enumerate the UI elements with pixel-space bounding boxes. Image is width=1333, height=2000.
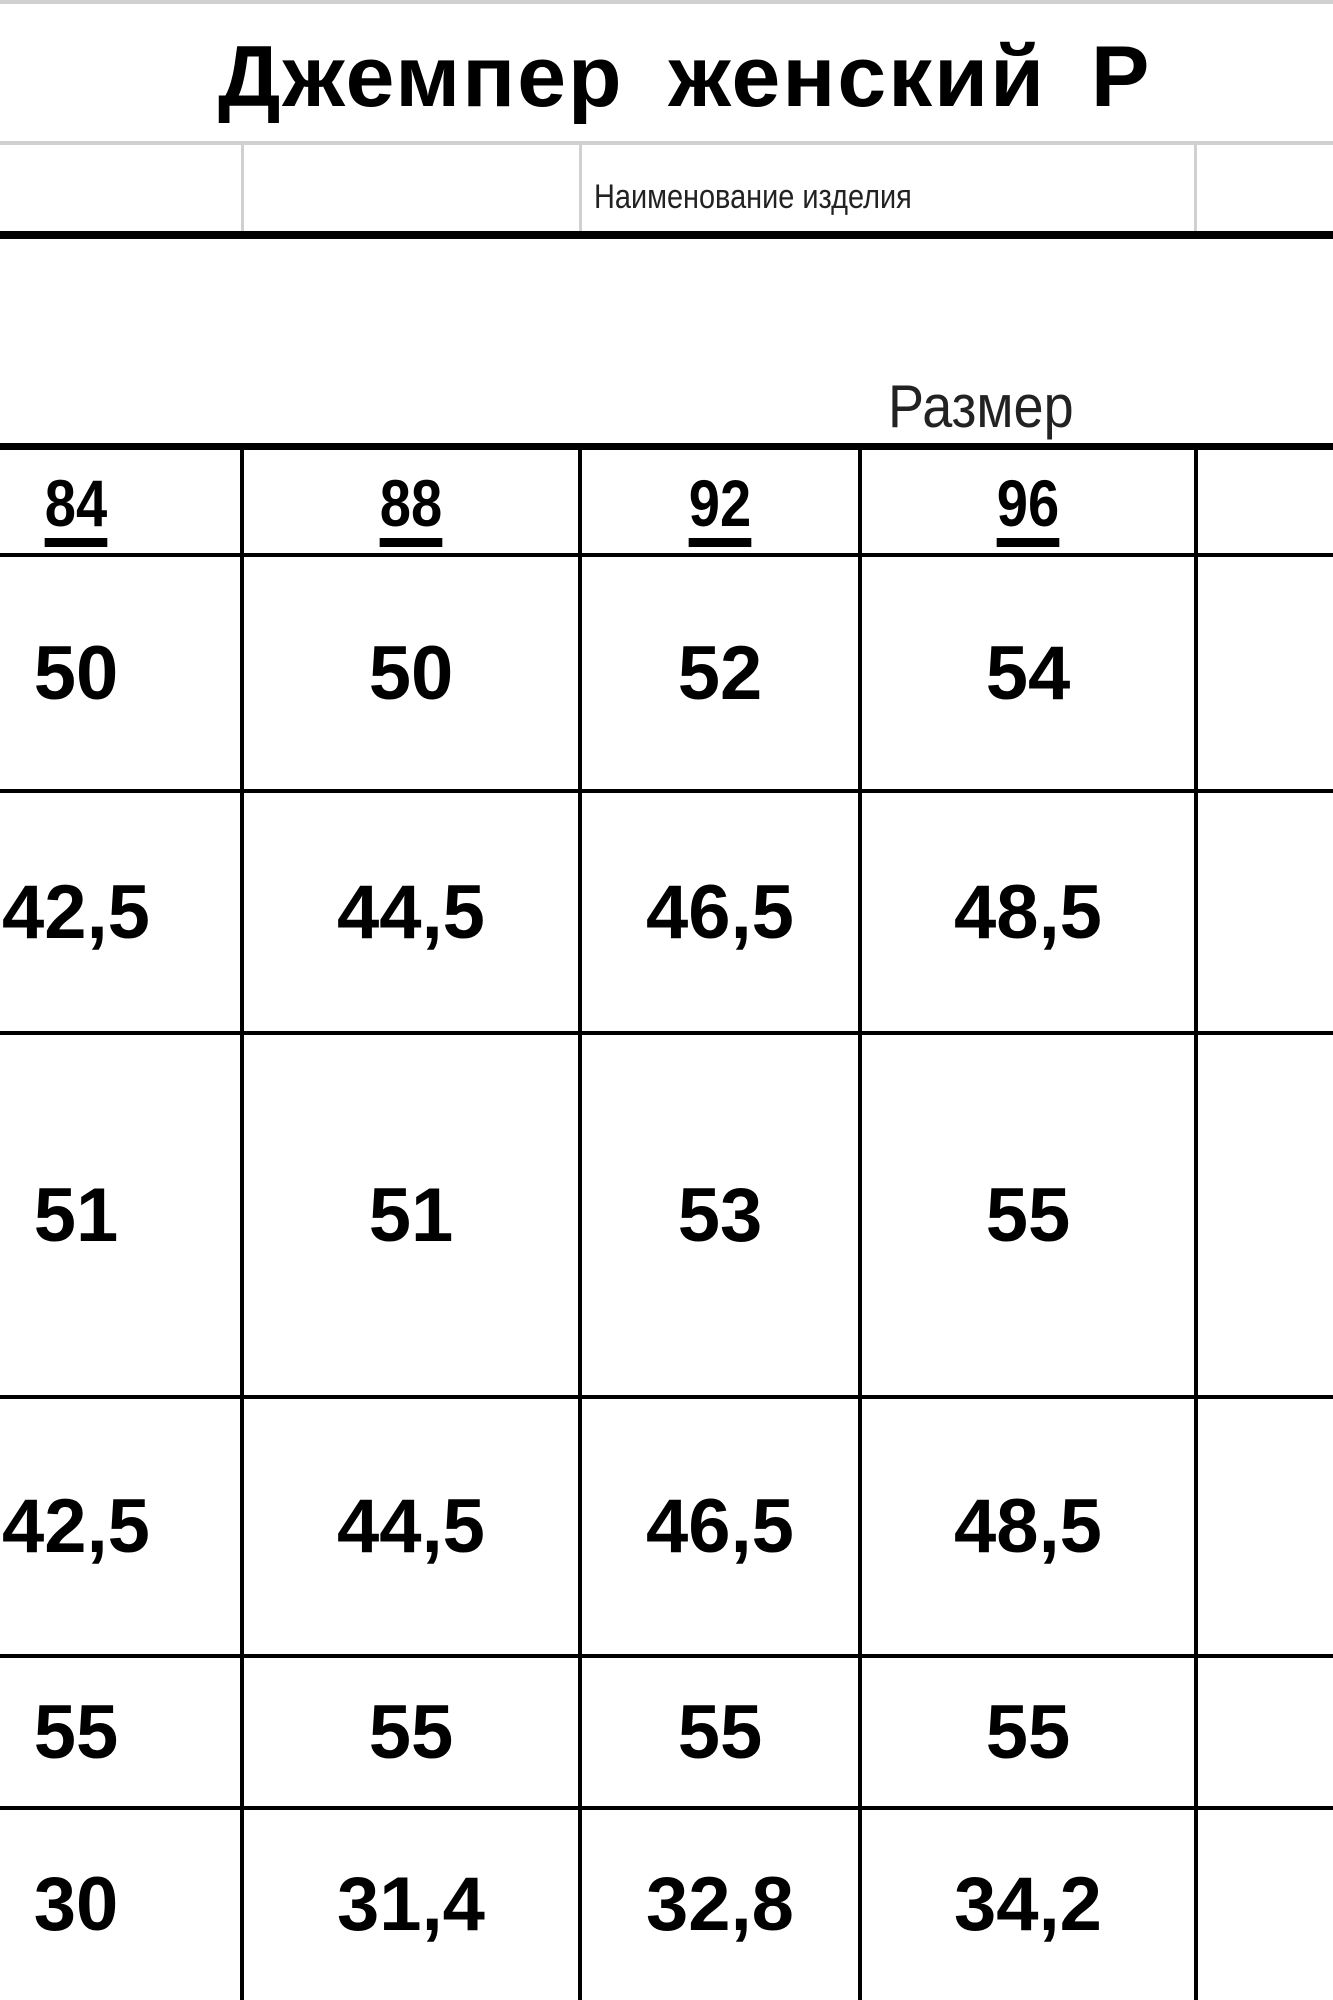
measurement-cell: 55 [860,1033,1196,1397]
measurement-cell: 50 [0,555,242,791]
measurement-cell-text: 55 [985,1689,1071,1775]
measurement-cell: 55 [242,1656,580,1808]
product-name-label: Наименование изделия [594,178,912,216]
measurement-cell-text: 55 [33,1689,119,1775]
measurement-cell: 42,5 [0,1397,242,1656]
size-header-cell: 96 [885,450,1171,555]
column-divider [240,446,244,2000]
size-header-cell: 92 [601,450,839,555]
measurement-cell-text: 48,5 [954,869,1102,955]
row-divider [0,789,1333,793]
column-divider [1194,446,1198,2000]
size-label: Размер [888,373,1074,440]
measurement-cell: 42,5 [0,791,242,1033]
measurement-cell: 32,8 [580,1808,860,2000]
measurement-cell: 51 [242,1033,580,1397]
measurement-cell-text: 42,5 [2,1484,150,1569]
measurement-cell: 51 [0,1033,242,1397]
gridline [1194,143,1197,233]
row-divider [0,1031,1333,1035]
row-divider [0,1395,1333,1399]
measurement-cell: 55 [0,1656,242,1808]
measurement-cell-text: 42,5 [2,869,150,955]
row-divider [0,1654,1333,1658]
measurement-cell-text: 50 [368,630,454,716]
measurement-cell-text: 54 [985,630,1071,716]
measurement-cell-text: 53 [677,1172,763,1258]
measurement-cell: 52 [580,555,860,791]
size-header-cell-text: 84 [44,465,108,540]
measurement-cell-text: 44,5 [337,1484,485,1569]
measurement-cell-text: 48,5 [954,1484,1102,1569]
measurement-cell-text: 31,4 [337,1861,485,1947]
measurement-cell-text: 32,8 [646,1861,794,1947]
measurement-cell: 55 [580,1656,860,1808]
measurement-cell: 44,5 [242,1397,580,1656]
measurement-cell-text: 30 [33,1861,119,1947]
measurement-cell-text: 55 [368,1689,454,1775]
measurement-cell: 48,5 [860,1397,1196,1656]
size-header-cell-text: 88 [379,465,443,540]
size-header-cell: 84 [0,450,217,555]
measurement-cell: 31,4 [242,1808,580,2000]
measurement-cell-text: 46,5 [646,869,794,955]
measurement-cell: 30 [0,1808,242,2000]
measurement-cell-text: 55 [985,1172,1071,1258]
product-title: Джемпер женский Р [218,29,1152,125]
thick-divider [0,231,1333,239]
measurement-cell: 53 [580,1033,860,1397]
measurement-cell-text: 52 [677,630,763,716]
measurement-cell: 54 [860,555,1196,791]
measurement-cell-text: 51 [368,1172,454,1258]
measurement-cell-text: 55 [677,1689,763,1775]
measurement-cell: 55 [860,1656,1196,1808]
gridline [0,141,1333,145]
gridline [241,143,244,233]
size-header-cell: 88 [267,450,554,555]
size-header-cell: 1 [1219,450,1333,555]
measurement-cell: 50 [242,555,580,791]
top-gridline [0,0,1333,4]
measurement-cell: 48,5 [860,791,1196,1033]
column-divider [578,446,582,2000]
measurement-cell-text: 46,5 [646,1484,794,1569]
measurement-cell: 34,2 [860,1808,1196,2000]
size-header-cell-text: 92 [688,465,752,540]
gridline [579,143,582,233]
measurement-cell: 44,5 [242,791,580,1033]
column-divider [858,446,862,2000]
measurement-cell: 46,5 [580,1397,860,1656]
measurement-cell-text: 51 [33,1172,119,1258]
table-top-border [0,443,1333,450]
row-divider [0,553,1333,557]
row-divider [0,1806,1333,1810]
measurement-cell-text: 44,5 [337,869,485,955]
measurement-cell-text: 34,2 [954,1861,1102,1947]
size-header-cell-text: 96 [996,465,1060,540]
measurement-cell-text: 50 [33,630,119,716]
measurement-cell: 46,5 [580,791,860,1033]
